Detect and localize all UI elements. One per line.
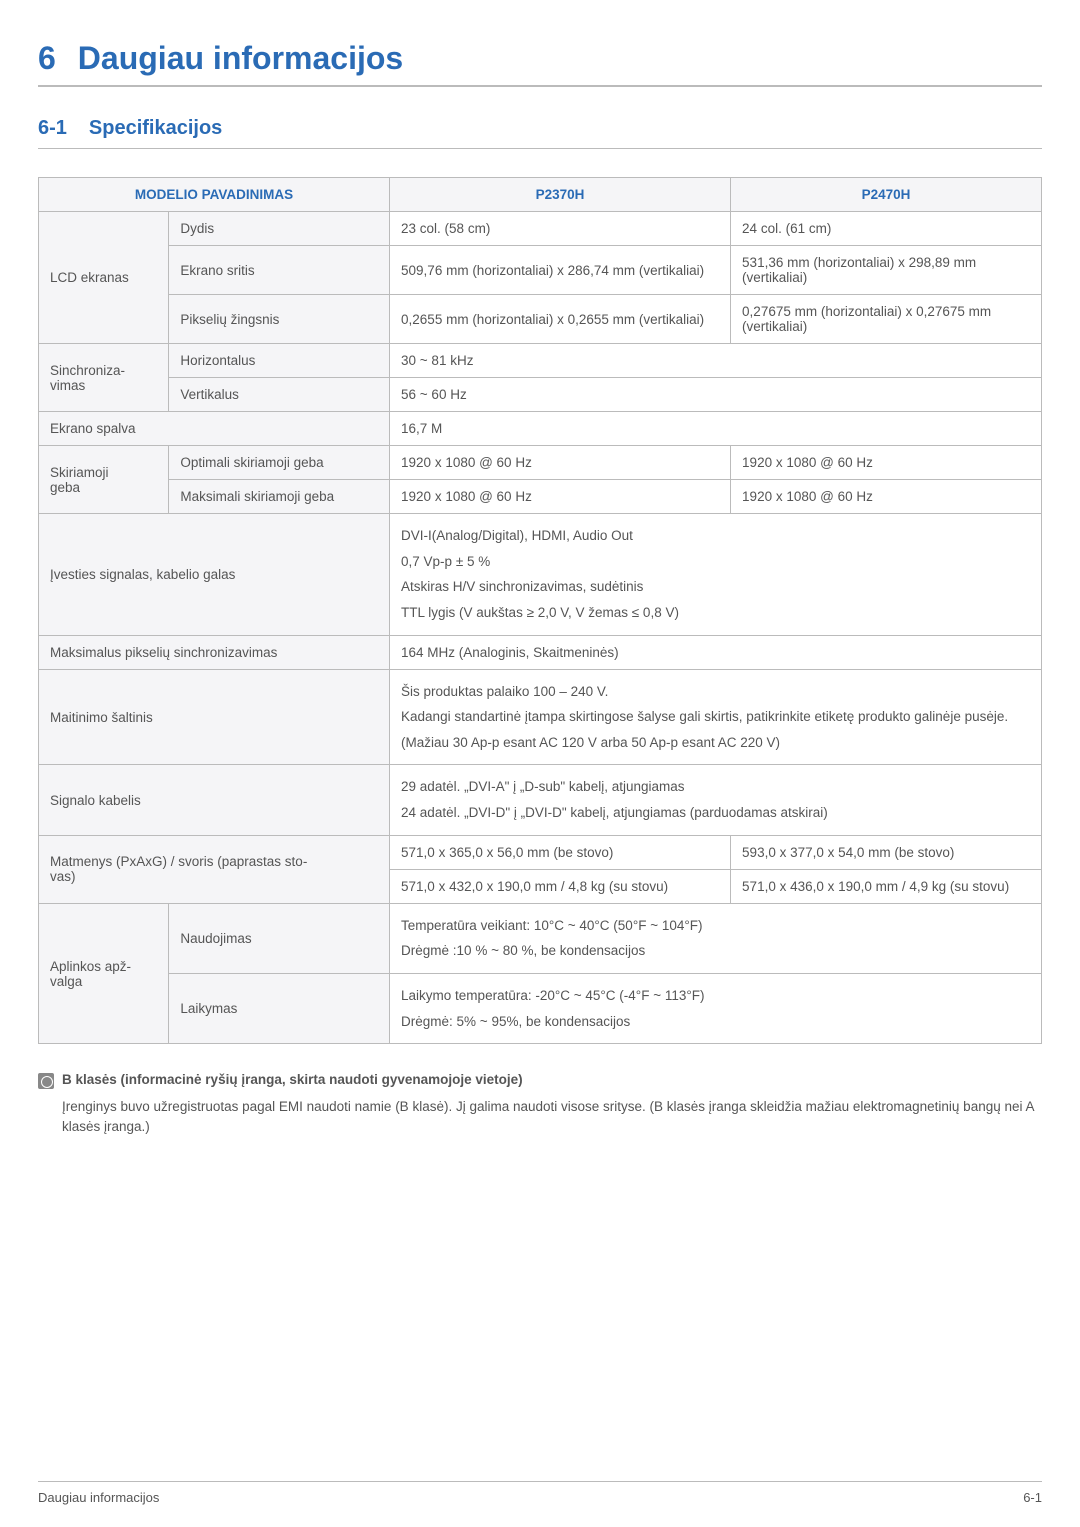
sync-v-sub: Vertikalus — [169, 378, 390, 412]
res-opt-a: 1920 x 1080 @ 60 Hz — [390, 446, 731, 480]
power-val: Šis produktas palaiko 100 – 240 V. Kadan… — [390, 669, 1042, 765]
section-heading: 6-1 Specifikacijos — [38, 117, 1042, 149]
maxpx-val: 164 MHz (Analoginis, Skaitmeninės) — [390, 635, 1042, 669]
chapter-title: Daugiau informacijos — [78, 40, 403, 76]
sync-h-sub: Horizontalus — [169, 344, 390, 378]
chapter-heading: 6 Daugiau informacijos — [38, 40, 1042, 87]
chapter-number: 6 — [38, 40, 56, 76]
lcd-area-sub: Ekrano sritis — [169, 246, 390, 295]
res-max-sub: Maksimali skiriamoji geba — [169, 480, 390, 514]
color-val: 16,7 M — [390, 412, 1042, 446]
input-label: Įvesties signalas, kabelio galas — [39, 514, 390, 636]
lcd-pitch-sub: Pikselių žingsnis — [169, 295, 390, 344]
specifications-table: MODELIO PAVADINIMAS P2370H P2470H LCD ek… — [38, 177, 1042, 1044]
cable-val: 29 adatėl. „DVI-A" į „D-sub" kabelį, atj… — [390, 765, 1042, 835]
power-label: Maitinimo šaltinis — [39, 669, 390, 765]
footer-right: 6-1 — [1023, 1490, 1042, 1505]
dim-a2: 571,0 x 432,0 x 190,0 mm / 4,8 kg (su st… — [390, 869, 731, 903]
dim-a1: 571,0 x 365,0 x 56,0 mm (be stovo) — [390, 835, 731, 869]
header-p2370h: P2370H — [390, 178, 731, 212]
cable-label: Signalo kabelis — [39, 765, 390, 835]
lcd-pitch-a: 0,2655 mm (horizontaliai) x 0,2655 mm (v… — [390, 295, 731, 344]
lcd-size-b: 24 col. (61 cm) — [731, 212, 1042, 246]
header-p2470h: P2470H — [731, 178, 1042, 212]
sync-label: Sinchroniza-vimas — [39, 344, 169, 412]
note-block: B klasės (informacinė ryšių įranga, skir… — [38, 1070, 1042, 1137]
res-opt-b: 1920 x 1080 @ 60 Hz — [731, 446, 1042, 480]
env-store-sub: Laikymas — [169, 974, 390, 1044]
input-val: DVI-I(Analog/Digital), HDMI, Audio Out 0… — [390, 514, 1042, 636]
lcd-label: LCD ekranas — [39, 212, 169, 344]
dim-b2: 571,0 x 436,0 x 190,0 mm / 4,9 kg (su st… — [731, 869, 1042, 903]
env-label: Aplinkos apž-valga — [39, 903, 169, 1044]
note-icon — [38, 1073, 54, 1089]
section-title: Specifikacijos — [89, 117, 222, 139]
lcd-area-a: 509,76 mm (horizontaliai) x 286,74 mm (v… — [390, 246, 731, 295]
env-use-sub: Naudojimas — [169, 903, 390, 973]
sync-v-val: 56 ~ 60 Hz — [390, 378, 1042, 412]
lcd-area-b: 531,36 mm (horizontaliai) x 298,89 mm (v… — [731, 246, 1042, 295]
res-max-b: 1920 x 1080 @ 60 Hz — [731, 480, 1042, 514]
section-number: 6-1 — [38, 117, 67, 139]
lcd-size-sub: Dydis — [169, 212, 390, 246]
note-body: Įrenginys buvo užregistruotas pagal EMI … — [62, 1097, 1042, 1138]
note-title: B klasės (informacinė ryšių įranga, skir… — [62, 1072, 523, 1087]
env-use-val: Temperatūra veikiant: 10°C ~ 40°C (50°F … — [390, 903, 1042, 973]
color-label: Ekrano spalva — [39, 412, 390, 446]
page-footer: Daugiau informacijos 6-1 — [38, 1481, 1042, 1505]
res-max-a: 1920 x 1080 @ 60 Hz — [390, 480, 731, 514]
lcd-pitch-b: 0,27675 mm (horizontaliai) x 0,27675 mm … — [731, 295, 1042, 344]
env-store-val: Laikymo temperatūra: -20°C ~ 45°C (-4°F … — [390, 974, 1042, 1044]
maxpx-label: Maksimalus pikselių sinchronizavimas — [39, 635, 390, 669]
footer-left: Daugiau informacijos — [38, 1490, 159, 1505]
res-label: Skiriamojigeba — [39, 446, 169, 514]
res-opt-sub: Optimali skiriamoji geba — [169, 446, 390, 480]
dim-label: Matmenys (PxAxG) / svoris (paprastas sto… — [39, 835, 390, 903]
sync-h-val: 30 ~ 81 kHz — [390, 344, 1042, 378]
lcd-size-a: 23 col. (58 cm) — [390, 212, 731, 246]
dim-b1: 593,0 x 377,0 x 54,0 mm (be stovo) — [731, 835, 1042, 869]
header-model: MODELIO PAVADINIMAS — [39, 178, 390, 212]
